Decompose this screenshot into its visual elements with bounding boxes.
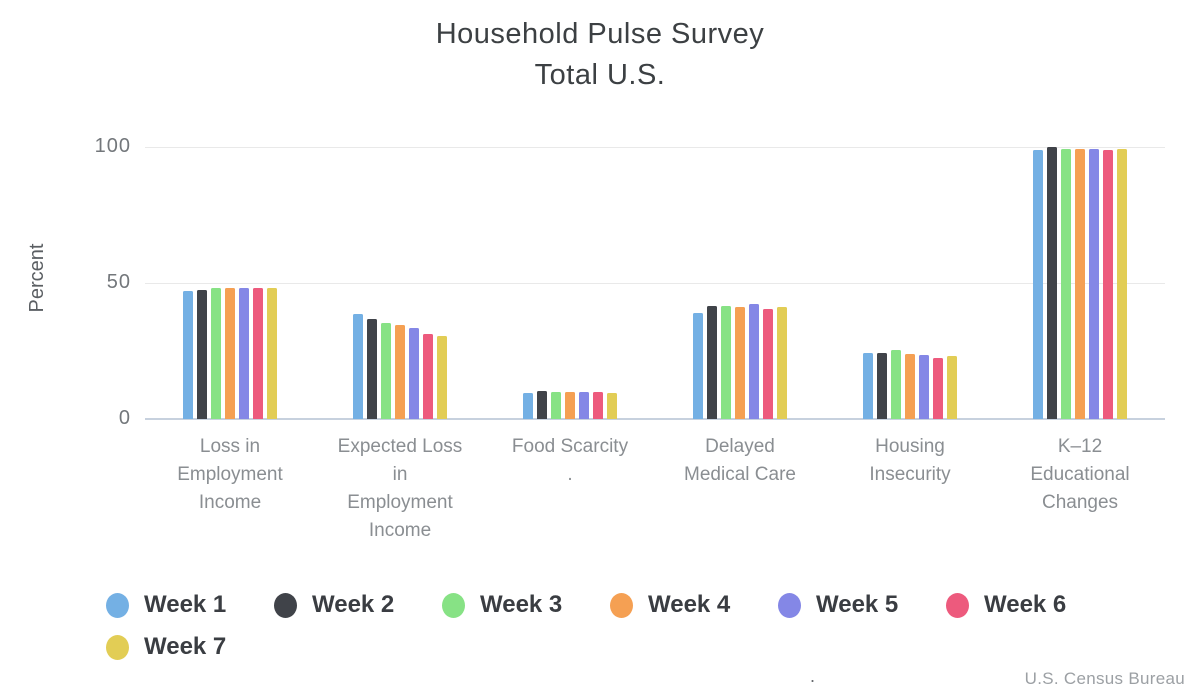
bar[interactable] [933, 358, 943, 419]
gridline-100 [145, 147, 1165, 148]
bar[interactable] [1061, 149, 1071, 419]
legend-item-week-3[interactable]: Week 3 [442, 586, 610, 624]
legend-dot-icon [106, 634, 129, 660]
stray-period: . [810, 666, 816, 686]
bar-group [995, 147, 1165, 419]
legend-item-week-7[interactable]: Week 7 [106, 628, 274, 666]
bar[interactable] [367, 318, 377, 419]
bar[interactable] [863, 352, 873, 419]
bar[interactable] [919, 354, 929, 419]
bar[interactable] [353, 314, 363, 419]
bar[interactable] [1117, 149, 1127, 419]
bar[interactable] [211, 287, 221, 419]
bar[interactable] [777, 306, 787, 419]
bar[interactable] [1089, 149, 1099, 419]
bar[interactable] [381, 322, 391, 419]
bar[interactable] [437, 336, 447, 419]
category-label: Expected Loss in Employment Income [337, 436, 463, 541]
bar-groups [145, 147, 1165, 419]
bar-group [145, 147, 315, 419]
chart-title-line2: Total U.S. [534, 59, 666, 91]
bar[interactable] [707, 305, 717, 419]
y-tick-0: 0 [118, 407, 131, 429]
legend-dot-icon [106, 592, 129, 618]
bar[interactable] [537, 390, 547, 419]
legend-item-week-6[interactable]: Week 6 [946, 586, 1114, 624]
legend-item-week-1[interactable]: Week 1 [106, 586, 274, 624]
bar[interactable] [693, 313, 703, 419]
bar[interactable] [523, 393, 533, 419]
bar[interactable] [763, 309, 773, 419]
bar[interactable] [183, 291, 193, 419]
legend-dot-icon [778, 592, 801, 618]
bar[interactable] [253, 287, 263, 419]
bar[interactable] [423, 334, 433, 419]
legend: Week 1 Week 2 Week 3 Week 4 Week 5 Week 6 Week… [106, 586, 1146, 670]
chart-title: Household Pulse Survey Total U.S. [0, 14, 1200, 96]
legend-item-week-2[interactable]: Week 2 [274, 586, 442, 624]
category-label: K–12 Educational Changes [1030, 436, 1130, 513]
bar[interactable] [409, 328, 419, 419]
bar[interactable] [551, 391, 561, 419]
category-label: Delayed Medical Care [684, 436, 796, 485]
bar-group [655, 147, 825, 419]
bar-group [315, 147, 485, 419]
bar[interactable] [891, 349, 901, 419]
bar[interactable] [579, 392, 589, 419]
legend-dot-icon [610, 592, 633, 618]
bar[interactable] [197, 289, 207, 419]
x-axis-line [145, 418, 1165, 420]
bar[interactable] [1075, 149, 1085, 419]
legend-item-week-5[interactable]: Week 5 [778, 586, 946, 624]
legend-dot-icon [274, 592, 297, 618]
y-tick-100: 100 [94, 135, 131, 157]
bar[interactable] [239, 287, 249, 419]
chart-title-line1: Household Pulse Survey [435, 18, 765, 50]
legend-label: Week 2 [312, 591, 395, 618]
category-label: Housing Insecurity [869, 436, 951, 485]
source-attribution: U.S. Census Bureau [1024, 669, 1185, 688]
bar[interactable] [593, 391, 603, 419]
bar[interactable] [1033, 149, 1043, 419]
category-label: Food Scarcity. [511, 436, 629, 485]
legend-label: Week 6 [984, 591, 1067, 618]
bar[interactable] [395, 324, 405, 419]
x-axis-labels: Loss in Employment Income Expected Loss in Em… [145, 433, 1165, 545]
bar[interactable] [1103, 149, 1113, 419]
bar-group [485, 147, 655, 419]
legend-label: Week 1 [144, 591, 227, 618]
bar[interactable] [267, 288, 277, 419]
plot-area [145, 147, 1165, 420]
bar[interactable] [1047, 147, 1057, 419]
legend-label: Week 5 [816, 591, 899, 618]
bar[interactable] [749, 303, 759, 419]
bar[interactable] [905, 354, 915, 419]
legend-label: Week 7 [144, 633, 227, 660]
bar[interactable] [877, 353, 887, 419]
bar[interactable] [721, 306, 731, 419]
bar[interactable] [607, 392, 617, 419]
legend-dot-icon [946, 592, 969, 618]
bar[interactable] [735, 306, 745, 419]
gridline-50 [145, 283, 1165, 284]
bar[interactable] [225, 287, 235, 419]
legend-dot-icon [442, 592, 465, 618]
bar-group [825, 147, 995, 419]
legend-item-week-4[interactable]: Week 4 [610, 586, 778, 624]
y-tick-50: 50 [106, 271, 131, 293]
legend-label: Week 4 [648, 591, 731, 618]
legend-label: Week 3 [480, 591, 563, 618]
bar[interactable] [947, 356, 957, 419]
category-label: Loss in Employment Income [177, 436, 283, 513]
bar[interactable] [565, 391, 575, 419]
